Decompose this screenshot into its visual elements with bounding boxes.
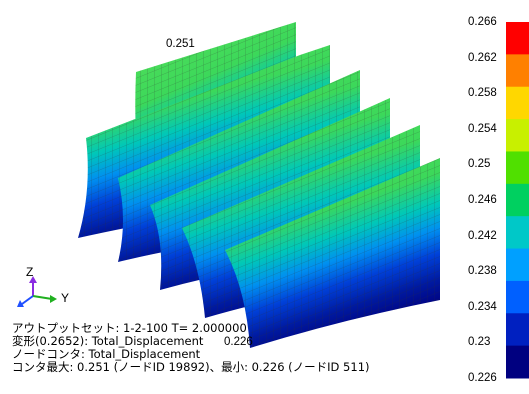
legend-swatch — [506, 151, 529, 185]
legend-value: 0.226 — [468, 372, 497, 384]
legend-swatch — [506, 119, 529, 152]
legend-value: 0.234 — [468, 300, 497, 313]
mesh-panel-6 — [225, 158, 440, 348]
legend-swatch — [506, 54, 529, 88]
legend-value: 0.242 — [468, 229, 497, 242]
min-value-label: 0.226 — [224, 336, 253, 348]
contour-legend-bar — [506, 22, 529, 379]
legend-value: 0.246 — [468, 194, 497, 206]
z-axis-label: Z — [26, 265, 34, 279]
contour-minmax-text: コンタ最大: 0.251 (ノードID 19892)、最小: 0.226 (ノー… — [12, 360, 370, 374]
legend-swatch — [506, 313, 529, 347]
legend-swatch — [506, 183, 529, 217]
legend-swatch — [506, 216, 529, 250]
legend-swatch — [506, 280, 529, 314]
legend-value: 0.258 — [468, 87, 497, 100]
legend-swatch — [506, 86, 529, 120]
legend-swatch — [506, 22, 529, 55]
legend-swatch — [506, 345, 529, 379]
legend-value: 0.238 — [468, 265, 497, 278]
y-axis-label: Y — [61, 291, 70, 305]
max-value-label: 0.251 — [166, 38, 195, 50]
axis-triad — [17, 276, 57, 307]
legend-value: 0.23 — [468, 336, 491, 349]
deformation-text: 変形(0.2652): Total_Displacement — [12, 334, 204, 348]
legend-swatch — [506, 248, 529, 282]
legend-value: 0.262 — [468, 51, 497, 64]
legend-value: 0.254 — [468, 122, 497, 135]
legend-value: 0.25 — [468, 158, 491, 171]
legend-value: 0.266 — [468, 16, 497, 28]
output-set-text: アウトプットセット: 1-2-100 T= 2.000000 — [12, 321, 247, 335]
node-contour-text: ノードコンタ: Total_Displacement — [12, 347, 201, 361]
